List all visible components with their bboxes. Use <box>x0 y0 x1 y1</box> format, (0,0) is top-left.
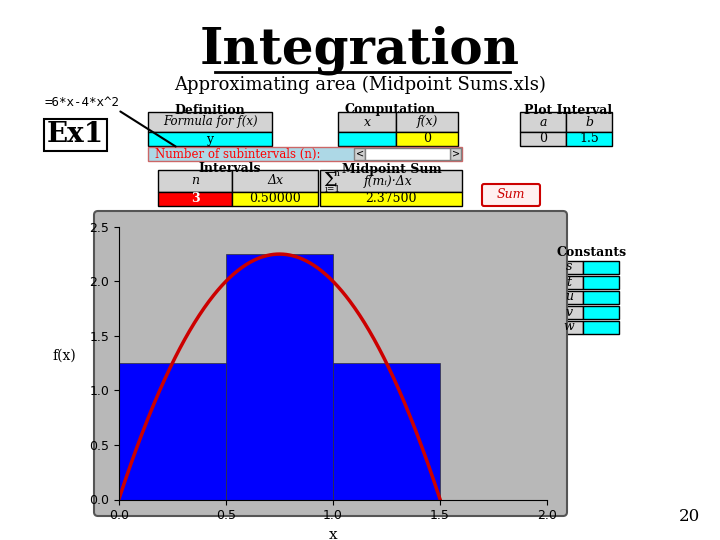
Text: 0: 0 <box>539 132 547 145</box>
FancyBboxPatch shape <box>555 321 583 334</box>
Text: Midpoint Sum: Midpoint Sum <box>342 163 442 176</box>
Bar <box>333 363 440 500</box>
Text: x: x <box>364 116 371 129</box>
FancyBboxPatch shape <box>566 132 612 146</box>
Text: y: y <box>207 132 214 145</box>
Text: v: v <box>565 306 572 319</box>
Text: 20: 20 <box>679 508 700 525</box>
Text: t: t <box>567 275 572 288</box>
Text: Computation: Computation <box>344 104 436 117</box>
FancyBboxPatch shape <box>520 112 566 132</box>
Text: Formula for f(x): Formula for f(x) <box>163 116 257 129</box>
Text: Approximating area (Midpoint Sums.xls): Approximating area (Midpoint Sums.xls) <box>174 76 546 94</box>
FancyBboxPatch shape <box>555 306 583 319</box>
FancyBboxPatch shape <box>583 306 619 319</box>
FancyBboxPatch shape <box>555 276 583 289</box>
FancyBboxPatch shape <box>158 192 232 206</box>
Text: Δx: Δx <box>267 174 283 187</box>
FancyBboxPatch shape <box>320 170 462 192</box>
FancyBboxPatch shape <box>365 148 450 160</box>
Text: Ex1: Ex1 <box>47 122 104 148</box>
FancyBboxPatch shape <box>94 211 567 516</box>
FancyBboxPatch shape <box>396 112 458 132</box>
Text: <: < <box>356 149 364 159</box>
FancyBboxPatch shape <box>450 148 461 160</box>
FancyBboxPatch shape <box>555 291 583 304</box>
FancyBboxPatch shape <box>338 132 396 146</box>
Text: n: n <box>191 174 199 187</box>
FancyBboxPatch shape <box>583 276 619 289</box>
Text: 0.50000: 0.50000 <box>249 192 301 206</box>
Text: f(mᵢ)·Δx: f(mᵢ)·Δx <box>364 174 413 187</box>
FancyBboxPatch shape <box>354 148 365 160</box>
Text: i=1: i=1 <box>325 185 341 193</box>
Text: w: w <box>564 321 575 334</box>
FancyBboxPatch shape <box>583 321 619 334</box>
Bar <box>226 254 333 500</box>
FancyBboxPatch shape <box>583 261 619 274</box>
Text: n: n <box>334 170 340 179</box>
Text: a: a <box>539 116 546 129</box>
Text: Sum: Sum <box>497 188 526 201</box>
FancyBboxPatch shape <box>520 132 566 146</box>
Text: Intervals: Intervals <box>199 163 261 176</box>
Text: 2.37500: 2.37500 <box>365 192 417 206</box>
X-axis label: x: x <box>329 528 337 540</box>
Text: 0: 0 <box>423 132 431 145</box>
Text: Constants: Constants <box>557 246 627 259</box>
Text: u: u <box>565 291 573 303</box>
Text: f(x): f(x) <box>416 116 438 129</box>
Text: 1.5: 1.5 <box>579 132 599 145</box>
FancyBboxPatch shape <box>148 132 272 146</box>
Text: b: b <box>585 116 593 129</box>
FancyBboxPatch shape <box>566 112 612 132</box>
Text: 3: 3 <box>191 192 199 206</box>
FancyBboxPatch shape <box>148 112 272 132</box>
FancyBboxPatch shape <box>338 112 396 132</box>
Text: Number of subintervals (n):: Number of subintervals (n): <box>155 147 320 160</box>
FancyBboxPatch shape <box>583 291 619 304</box>
FancyBboxPatch shape <box>555 261 583 274</box>
Bar <box>119 363 226 500</box>
Text: s: s <box>566 260 572 273</box>
FancyBboxPatch shape <box>148 147 462 161</box>
Text: Definition: Definition <box>175 104 246 117</box>
Text: Σ: Σ <box>323 172 337 190</box>
FancyBboxPatch shape <box>158 170 232 192</box>
Text: >: > <box>452 149 460 159</box>
Text: =6*x-4*x^2: =6*x-4*x^2 <box>45 97 120 110</box>
FancyBboxPatch shape <box>396 132 458 146</box>
FancyBboxPatch shape <box>232 170 318 192</box>
FancyBboxPatch shape <box>232 192 318 206</box>
Y-axis label: f(x): f(x) <box>53 349 76 363</box>
FancyBboxPatch shape <box>482 184 540 206</box>
Text: Plot Interval: Plot Interval <box>524 104 612 117</box>
FancyBboxPatch shape <box>320 192 462 206</box>
Text: Integration: Integration <box>200 25 520 75</box>
